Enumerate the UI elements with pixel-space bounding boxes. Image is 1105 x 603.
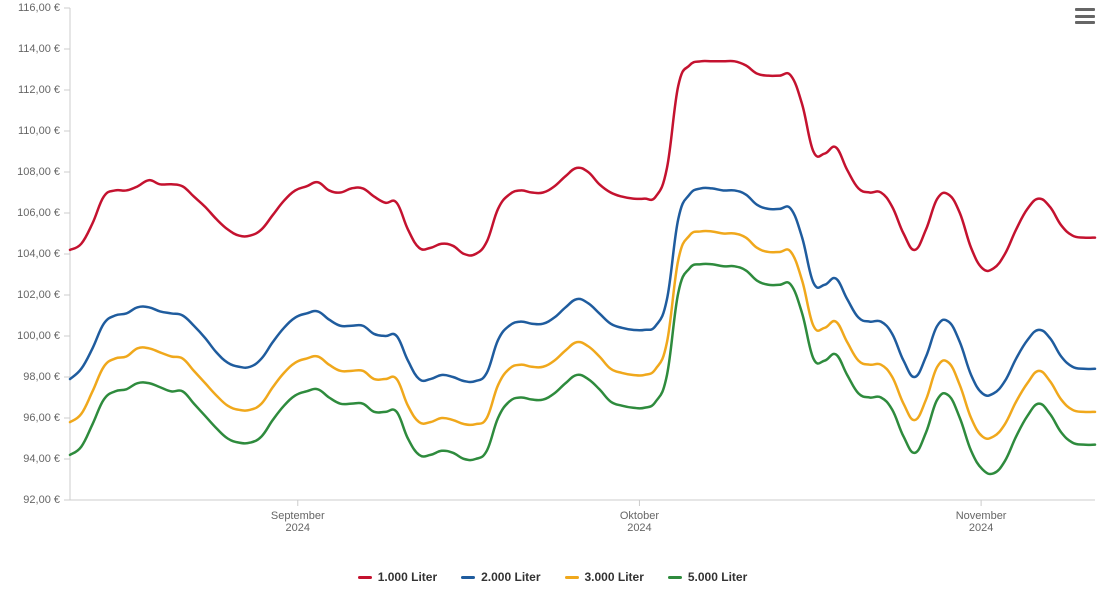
legend-label: 1.000 Liter — [378, 570, 437, 584]
x-tick-month: September — [271, 510, 325, 522]
y-tick-label: 96,00 € — [0, 412, 60, 424]
y-tick-label: 116,00 € — [0, 2, 60, 14]
y-tick-label: 102,00 € — [0, 289, 60, 301]
series-line — [70, 264, 1095, 474]
x-tick-month: Oktober — [620, 510, 659, 522]
chart-legend: 1.000 Liter 2.000 Liter 3.000 Liter 5.000 L… — [0, 570, 1105, 584]
legend-label: 5.000 Liter — [688, 570, 747, 584]
legend-item[interactable]: 5.000 Liter — [668, 570, 747, 584]
y-tick-label: 100,00 € — [0, 330, 60, 342]
series-line — [70, 188, 1095, 396]
series-line — [70, 231, 1095, 439]
x-tick-year: 2024 — [956, 522, 1007, 534]
chart-svg — [0, 0, 1105, 603]
y-tick-label: 92,00 € — [0, 494, 60, 506]
x-tick-year: 2024 — [620, 522, 659, 534]
x-tick-month: November — [956, 510, 1007, 522]
y-tick-label: 104,00 € — [0, 248, 60, 260]
legend-label: 2.000 Liter — [481, 570, 540, 584]
y-tick-label: 94,00 € — [0, 453, 60, 465]
price-chart: 92,00 € 94,00 € 96,00 € 98,00 € 100,00 € 102,… — [0, 0, 1105, 603]
legend-swatch — [668, 576, 682, 579]
legend-swatch — [461, 576, 475, 579]
y-tick-label: 112,00 € — [0, 84, 60, 96]
y-tick-label: 114,00 € — [0, 43, 60, 55]
y-tick-label: 98,00 € — [0, 371, 60, 383]
y-tick-label: 110,00 € — [0, 125, 60, 137]
series-line — [70, 61, 1095, 271]
legend-item[interactable]: 1.000 Liter — [358, 570, 437, 584]
x-tick-label: November2024 — [956, 510, 1007, 534]
legend-label: 3.000 Liter — [585, 570, 644, 584]
legend-swatch — [565, 576, 579, 579]
y-tick-label: 106,00 € — [0, 207, 60, 219]
hamburger-menu-icon[interactable] — [1075, 8, 1095, 24]
x-tick-year: 2024 — [271, 522, 325, 534]
legend-item[interactable]: 2.000 Liter — [461, 570, 540, 584]
legend-swatch — [358, 576, 372, 579]
y-tick-label: 108,00 € — [0, 166, 60, 178]
x-tick-label: September2024 — [271, 510, 325, 534]
x-tick-label: Oktober2024 — [620, 510, 659, 534]
legend-item[interactable]: 3.000 Liter — [565, 570, 644, 584]
